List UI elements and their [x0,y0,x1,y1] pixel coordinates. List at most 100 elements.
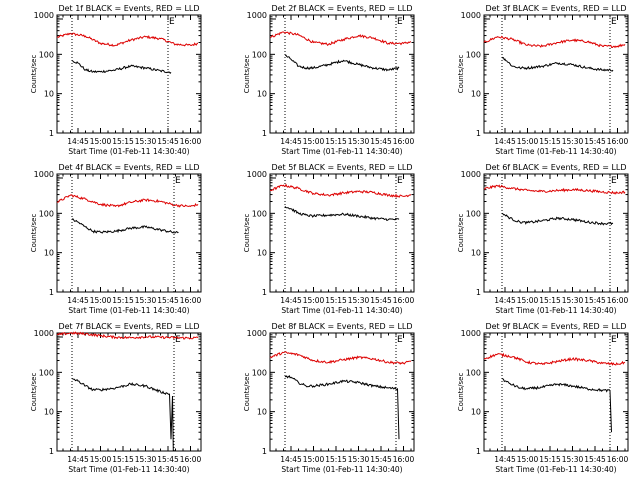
plot-frame [56,14,202,134]
event-annotation: E [611,176,617,186]
y-axis-label: Counts/sec [243,373,251,412]
chart-panel: Det 5f BLACK = Events, RED = LLD 1 10 100 10… [243,163,415,315]
x-tick-label: 15:30 [348,455,370,464]
y-tick-label: 1000 [461,11,481,20]
x-tick-label: 15:45 [157,137,179,146]
x-tick-label: 15:30 [135,137,157,146]
series-line-lld [483,35,626,49]
y-tick-label: 100 [252,209,267,218]
x-tick-label: 15:30 [562,137,584,146]
plot-frame [483,332,629,452]
x-tick-label: 16:00 [607,455,629,464]
x-tick-label: 16:00 [180,455,202,464]
y-tick-label: 10 [257,249,267,258]
x-tick-label: 16:00 [393,137,415,146]
chart-panel: Det 7f BLACK = Events, RED = LLD 1 10 100 10… [30,322,202,474]
series-line-events [501,56,614,72]
y-axis-label: Counts/sec [30,214,38,253]
y-tick-label: 1000 [34,170,54,179]
x-tick-label: 14:45 [280,296,302,305]
x-tick-label: 14:45 [280,455,302,464]
x-tick-label: 14:45 [494,455,516,464]
chart-title: Det 4f BLACK = Events, RED = LLD [58,163,199,172]
x-tick-label: 15:30 [348,296,370,305]
series-line-events [501,377,612,433]
x-axis-label: Start Time (01-Feb-11 14:30:40) [495,465,616,474]
x-tick-label: 15:15 [112,296,134,305]
x-tick-label: 15:00 [90,455,112,464]
x-axis-label: Start Time (01-Feb-11 14:30:40) [68,306,189,315]
x-tick-label: 15:15 [539,296,561,305]
x-tick-label: 16:00 [180,137,202,146]
y-tick-label: 10 [257,90,267,99]
series-line-events [284,206,400,221]
y-tick-label: 1 [262,129,267,138]
y-tick-label: 1000 [34,329,54,338]
x-tick-label: 15:00 [303,455,325,464]
plot-frame [269,332,415,452]
x-tick-label: 15:00 [517,455,539,464]
chart-title: Det 3f BLACK = Events, RED = LLD [485,4,626,13]
x-tick-label: 15:45 [584,137,606,146]
x-axis-label: Start Time (01-Feb-11 14:30:40) [281,147,402,156]
series-line-events [284,54,400,72]
y-tick-label: 1000 [461,170,481,179]
x-tick-label: 15:30 [135,296,157,305]
plot-frame [483,173,629,293]
chart-title: Det 8f BLACK = Events, RED = LLD [271,322,412,331]
series-line-events [71,218,179,234]
x-tick-label: 16:00 [393,296,415,305]
x-axis-label: Start Time (01-Feb-11 14:30:40) [281,306,402,315]
series-line-events [501,212,614,226]
x-tick-label: 15:45 [584,455,606,464]
x-tick-label: 15:15 [325,455,347,464]
x-tick-label: 15:45 [157,296,179,305]
plot-frame [483,14,629,134]
x-tick-label: 16:00 [393,455,415,464]
y-tick-label: 10 [471,90,481,99]
y-axis-label: Counts/sec [457,214,465,253]
x-tick-label: 15:45 [370,296,392,305]
x-tick-label: 15:15 [325,137,347,146]
chart-title: Det 6f BLACK = Events, RED = LLD [485,163,626,172]
x-tick-label: 15:15 [112,455,134,464]
x-axis-label: Start Time (01-Feb-11 14:30:40) [68,147,189,156]
plot-frame [56,173,202,293]
y-tick-label: 100 [252,50,267,59]
y-tick-label: 1 [49,288,54,297]
event-annotation: E [175,176,181,186]
plot-frame [269,14,415,134]
y-tick-label: 1 [476,129,481,138]
x-tick-label: 15:00 [303,137,325,146]
x-tick-label: 15:15 [112,137,134,146]
y-tick-label: 1000 [34,11,54,20]
event-annotation: E [397,335,403,345]
y-axis-label: Counts/sec [30,373,38,412]
chart-panel: Det 4f BLACK = Events, RED = LLD 1 10 100 10… [30,163,202,315]
y-tick-label: 1 [262,447,267,456]
x-axis-label: Start Time (01-Feb-11 14:30:40) [281,465,402,474]
x-tick-label: 15:30 [348,137,370,146]
event-annotation: E [611,335,617,345]
y-tick-label: 100 [39,209,54,218]
y-tick-label: 100 [39,50,54,59]
y-axis-label: Counts/sec [457,55,465,94]
series-line-lld [483,352,626,366]
x-axis-label: Start Time (01-Feb-11 14:30:40) [495,147,616,156]
x-axis-label: Start Time (01-Feb-11 14:30:40) [495,306,616,315]
series-line-lld [269,183,412,198]
chart-panel: Det 2f BLACK = Events, RED = LLD 1 10 100 10… [243,4,415,156]
x-tick-label: 15:45 [584,296,606,305]
x-tick-label: 15:30 [562,296,584,305]
x-tick-label: 16:00 [607,137,629,146]
event-annotation: E [611,17,617,27]
x-tick-label: 15:15 [539,137,561,146]
chart-panel: Det 3f BLACK = Events, RED = LLD 1 10 100 10… [457,4,629,156]
y-tick-label: 1000 [247,170,267,179]
y-axis-label: Counts/sec [457,373,465,412]
series-line-lld [56,194,199,208]
y-tick-label: 1 [49,447,54,456]
y-tick-label: 10 [44,90,54,99]
x-tick-label: 14:45 [67,455,89,464]
